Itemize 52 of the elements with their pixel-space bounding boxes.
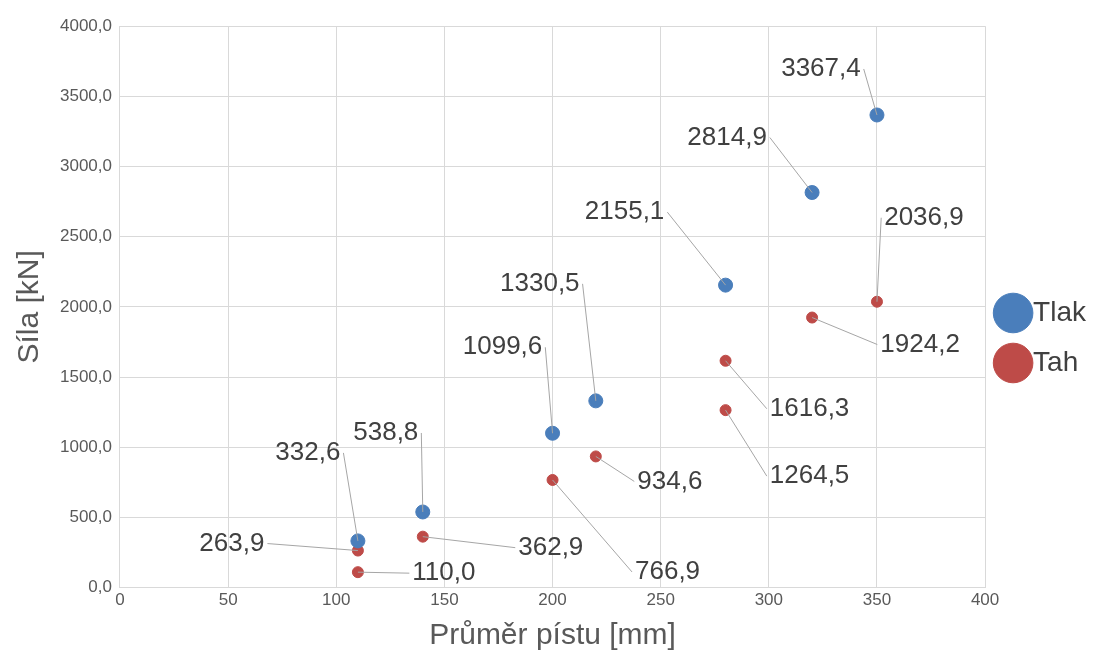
point <box>869 107 885 123</box>
point <box>719 404 732 417</box>
y-tick-label: 3000,0 <box>60 156 112 176</box>
legend-label: Tlak <box>1033 295 1087 327</box>
y-tick-label: 1500,0 <box>60 366 112 386</box>
legend-label: Tah <box>1033 345 1079 377</box>
point <box>350 533 366 549</box>
y-tick-label: 1000,0 <box>60 436 112 456</box>
x-tick-label: 50 <box>218 590 238 610</box>
point <box>351 566 364 579</box>
x-tick-label: 0 <box>115 590 125 610</box>
data-label: 110,0 <box>412 556 476 587</box>
data-label: 1264,5 <box>769 459 850 490</box>
data-label: 1330,5 <box>500 267 580 298</box>
y-axis-title: Síla [kN] <box>11 250 45 364</box>
x-tick-label: 100 <box>322 590 351 610</box>
point <box>546 473 559 486</box>
y-tick-label: 2000,0 <box>60 296 112 316</box>
x-tick-label: 350 <box>862 590 892 610</box>
point <box>806 311 819 324</box>
y-tick-label: 3500,0 <box>60 86 112 106</box>
data-label: 3367,4 <box>781 52 861 83</box>
x-tick-label: 250 <box>646 590 675 610</box>
data-label: 934,6 <box>637 464 703 495</box>
data-label: 2155,1 <box>584 195 665 226</box>
data-label: 2036,9 <box>884 200 964 231</box>
data-label: 766,9 <box>635 555 701 586</box>
x-axis-title: Průměr pístu [mm] <box>429 617 676 651</box>
x-tick-label: 400 <box>970 590 1000 610</box>
point <box>588 393 604 409</box>
y-tick-label: 4000,0 <box>60 15 112 35</box>
point <box>589 450 602 463</box>
point <box>804 185 820 201</box>
x-tick-label: 300 <box>754 590 784 610</box>
point <box>415 504 431 520</box>
data-label: 1099,6 <box>462 330 543 361</box>
point <box>719 354 732 367</box>
data-label: 362,9 <box>518 530 584 561</box>
x-tick-label: 150 <box>430 590 459 610</box>
data-label: 538,8 <box>353 416 419 447</box>
data-label: 2814,9 <box>687 120 767 151</box>
point <box>416 530 429 543</box>
point <box>545 425 561 441</box>
point <box>718 277 734 293</box>
y-tick-label: 500,0 <box>69 507 112 527</box>
data-label: 1924,2 <box>880 327 960 358</box>
y-tick-label: 0,0 <box>88 577 112 597</box>
data-label: 332,6 <box>275 436 341 467</box>
y-tick-label: 2500,0 <box>60 226 112 246</box>
data-label: 1616,3 <box>769 391 850 422</box>
x-tick-label: 200 <box>538 590 567 610</box>
data-label: 263,9 <box>199 526 265 557</box>
